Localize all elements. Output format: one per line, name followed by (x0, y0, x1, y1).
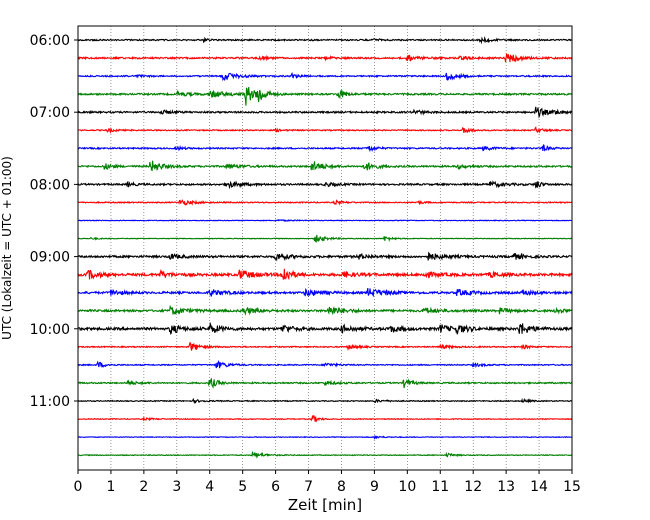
seismic-trace (77, 359, 573, 369)
x-tick-label: 0 (74, 479, 83, 495)
seismic-trace (77, 451, 573, 459)
x-tick-label: 6 (271, 479, 280, 495)
x-axis-ticks: 0 1 2 3 4 5 6 7 8 9 10 11 12 13 14 15 (74, 470, 581, 495)
seismic-trace (77, 414, 573, 423)
y-tick-label: 09:00 (30, 250, 70, 266)
plot-frame (77, 25, 573, 471)
x-tick-label: 4 (205, 479, 214, 495)
seismic-trace (77, 268, 573, 281)
seismic-traces (77, 36, 573, 459)
seismic-trace (77, 199, 573, 206)
x-tick-label: 1 (106, 479, 115, 495)
y-tick-label: 10:00 (30, 322, 70, 338)
x-tick-label: 14 (530, 479, 548, 495)
x-tick-label: 9 (370, 479, 379, 495)
seismic-trace (77, 341, 573, 351)
seismic-trace (77, 53, 573, 63)
x-tick-label: 2 (139, 479, 148, 495)
seismic-trace (77, 86, 573, 106)
seismic-trace (77, 36, 573, 45)
seismic-trace (77, 377, 573, 389)
seismic-trace (77, 72, 573, 82)
y-tick-label: 06:00 (30, 33, 70, 49)
seismic-trace (77, 106, 573, 119)
seismic-trace (77, 160, 573, 172)
x-tick-label: 12 (464, 479, 482, 495)
x-tick-label: 7 (304, 479, 313, 495)
x-tick-label: 8 (337, 479, 346, 495)
seismic-trace (77, 251, 573, 262)
seismic-trace (77, 304, 573, 316)
x-tick-label: 10 (398, 479, 416, 495)
seismic-trace (77, 126, 573, 135)
y-axis-label: UTC (Lokalzeit = UTC + 01:00) (0, 156, 14, 340)
seismic-trace (77, 180, 573, 190)
x-tick-label: 15 (563, 479, 581, 495)
x-tick-label: 5 (238, 479, 247, 495)
y-tick-label: 11:00 (30, 394, 70, 410)
seismic-trace (77, 287, 573, 298)
y-axis-ticks: 06:00 07:00 08:00 09:00 10:00 11:00 (30, 33, 78, 410)
x-axis-label: Zeit [min] (288, 496, 362, 514)
seismic-trace (77, 434, 573, 440)
seismic-trace (77, 219, 573, 223)
x-tick-label: 3 (172, 479, 181, 495)
vertical-grid (110, 26, 540, 470)
seismic-trace (77, 144, 573, 153)
seismic-trace (77, 397, 573, 404)
seismic-trace (77, 321, 573, 335)
x-tick-label: 11 (431, 479, 449, 495)
seismic-trace (77, 234, 573, 243)
y-tick-label: 07:00 (30, 105, 70, 121)
y-tick-label: 08:00 (30, 177, 70, 193)
x-tick-label: 13 (497, 479, 515, 495)
